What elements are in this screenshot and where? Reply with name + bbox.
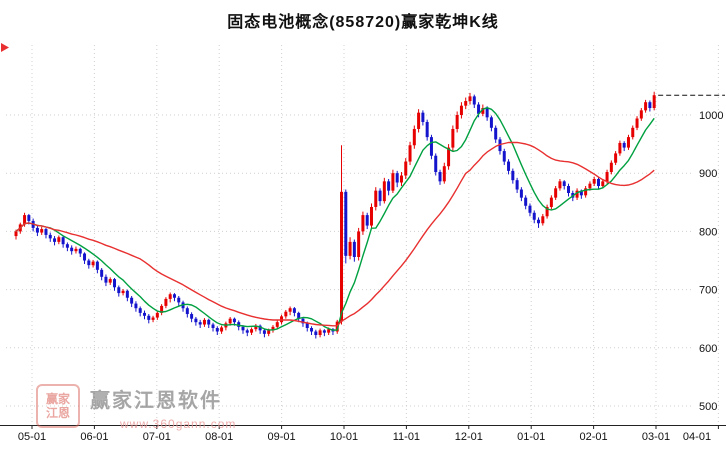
ma-long-line: [15, 141, 655, 327]
y-tick-label: 700: [699, 285, 717, 297]
axes: 05-01 06-01 07-01 08-01 09-01 10-01 11-01 12-01…: [0, 110, 726, 443]
x-tick-label: 06-01: [80, 431, 108, 443]
x-tick-label: 09-01: [268, 431, 296, 443]
y-tick-label: 600: [699, 343, 717, 355]
y-tick-label: 800: [699, 226, 717, 238]
y-tick-label: 900: [699, 168, 717, 180]
x-tick-label: 04-01: [683, 431, 711, 443]
x-tick-label: 12-01: [455, 431, 483, 443]
x-tick-label: 02-01: [580, 431, 608, 443]
gridlines: [6, 45, 719, 424]
x-tick-label: 01-01: [517, 431, 545, 443]
y-tick-label: 1000: [699, 110, 723, 122]
chart-title: 固态电池概念(858720)赢家乾坤K线: [227, 14, 499, 31]
x-tick-label: 11-01: [393, 431, 420, 443]
x-tick-label: 08-01: [205, 431, 233, 443]
candles: [14, 91, 656, 339]
y-tick-label: 500: [699, 401, 717, 413]
x-tick-label: 10-01: [330, 431, 358, 443]
x-tick-label: 03-01: [642, 431, 670, 443]
ma-short-line: [15, 106, 655, 331]
plot-corner-marker: [1, 43, 9, 52]
x-tick-label: 05-01: [18, 431, 46, 443]
x-tick-label: 07-01: [143, 431, 171, 443]
